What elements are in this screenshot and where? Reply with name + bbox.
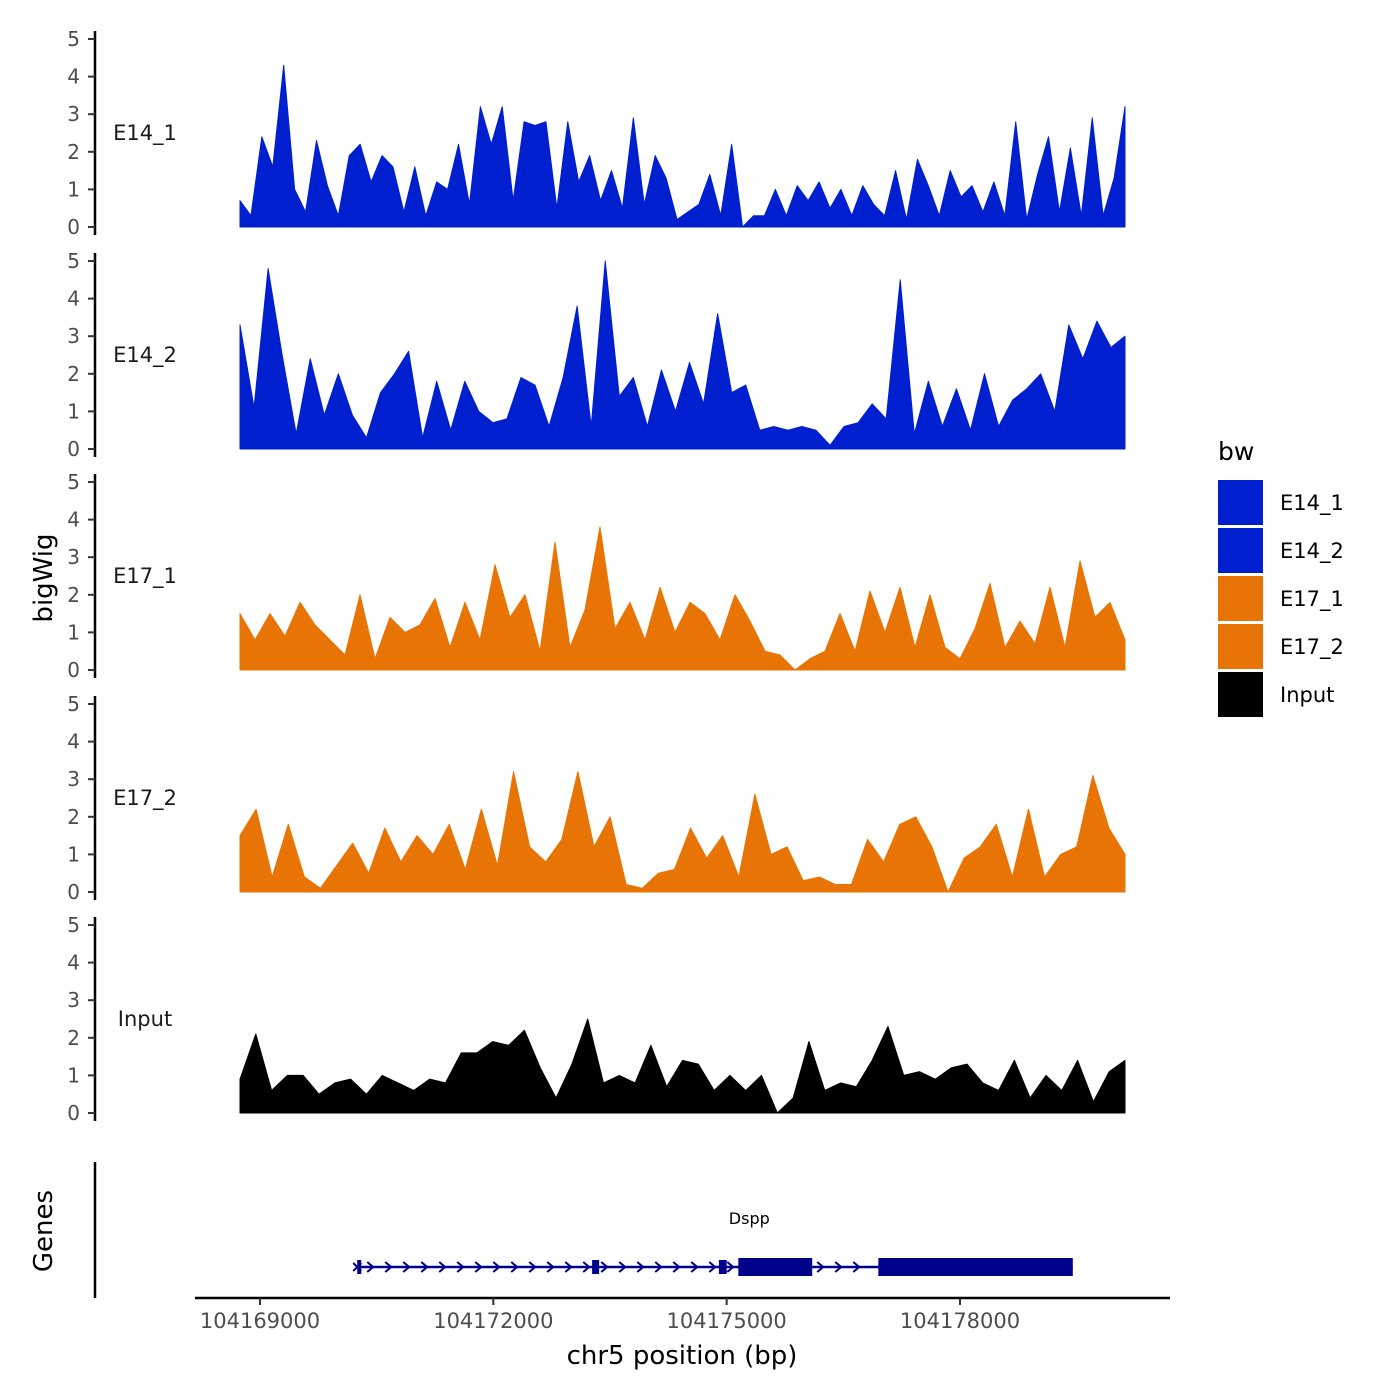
strand-arrow: [816, 1261, 825, 1273]
y-tick-label: 4: [67, 65, 80, 89]
y-tick-label: 3: [67, 988, 80, 1012]
strand-arrow: [438, 1261, 447, 1273]
y-tick-label: 3: [67, 102, 80, 126]
tracks-layer: 0 1 2 3 4 5 E14_1 0 1 2 3 4 5 E14_2 0 1 2 3 4 5 E17_1 0 1 2 3 4 5 E…: [67, 27, 1126, 1125]
area-E17_2: [239, 771, 1126, 893]
y-tick-label: 0: [67, 437, 80, 461]
track-label-E17_1: E17_1: [113, 564, 177, 589]
track-label-E14_2: E14_2: [113, 343, 177, 368]
gene-exon: [357, 1260, 362, 1274]
y-tick-label: 5: [67, 27, 80, 51]
y-tick-label: 3: [67, 545, 80, 569]
strand-arrow: [708, 1261, 717, 1273]
y-tick-label: 0: [67, 215, 80, 239]
legend-title: bw: [1218, 437, 1254, 466]
track-E17_1: 0 1 2 3 4 5 E17_1: [67, 470, 1126, 682]
y-tick-label: 2: [67, 805, 80, 829]
legend-label-E17_1: E17_1: [1280, 587, 1344, 612]
y-tick-label: 2: [67, 583, 80, 607]
legend-label-E14_1: E14_1: [1280, 491, 1344, 516]
strand-arrow: [690, 1261, 699, 1273]
y-tick-label: 1: [67, 620, 80, 644]
y-tick-label: 1: [67, 399, 80, 423]
gene-label: Dspp: [729, 1209, 770, 1228]
gene-exon: [718, 1260, 727, 1274]
legend-label-Input: Input: [1280, 683, 1334, 707]
x-tick-label: 104175000: [667, 1309, 787, 1333]
track-E14_2: 0 1 2 3 4 5 E14_2: [67, 249, 1126, 461]
strand-arrow: [456, 1261, 465, 1273]
gene-exon: [592, 1260, 600, 1274]
legend: bw E14_1 E14_2 E17_1 E17_2 Input: [1218, 437, 1344, 717]
y-tick-label: 3: [67, 324, 80, 348]
legend-label-E14_2: E14_2: [1280, 539, 1344, 564]
strand-arrow: [726, 1261, 735, 1273]
gene-Dspp: Dspp: [352, 1209, 1073, 1276]
strand-arrow: [600, 1261, 609, 1273]
strand-arrow: [492, 1261, 501, 1273]
strand-arrow: [474, 1261, 483, 1273]
area-E14_2: [239, 260, 1126, 450]
strand-arrow: [366, 1261, 375, 1273]
x-tick-label: 104169000: [200, 1309, 320, 1333]
y-tick-label: 4: [67, 287, 80, 311]
strand-arrow: [834, 1261, 843, 1273]
area-Input: [239, 1018, 1126, 1114]
legend-key-E14_1: [1218, 480, 1263, 525]
track-E17_2: 0 1 2 3 4 5 E17_2: [67, 692, 1126, 904]
y-tick-label: 0: [67, 880, 80, 904]
y-tick-label: 0: [67, 1101, 80, 1125]
x-tick-label: 104178000: [900, 1309, 1020, 1333]
gene-exon: [878, 1258, 1073, 1276]
track-label-Input: Input: [118, 1007, 172, 1031]
strand-arrow: [510, 1261, 519, 1273]
y-axis-title: bigWig: [29, 533, 59, 622]
strand-arrow: [852, 1261, 861, 1273]
x-axis-title: chr5 position (bp): [567, 1341, 798, 1371]
y-tick-label: 2: [67, 362, 80, 386]
y-tick-label: 2: [67, 140, 80, 164]
y-tick-label: 4: [67, 508, 80, 532]
legend-key-E17_2: [1218, 624, 1263, 669]
track-label-E14_1: E14_1: [113, 121, 177, 146]
strand-arrow: [384, 1261, 393, 1273]
strand-arrow: [564, 1261, 573, 1273]
track-Input: 0 1 2 3 4 5 Input: [67, 913, 1126, 1125]
y-tick-label: 5: [67, 913, 80, 937]
y-tick-label: 2: [67, 1026, 80, 1050]
legend-key-E14_2: [1218, 528, 1263, 573]
y-tick-label: 5: [67, 470, 80, 494]
strand-arrow: [618, 1261, 627, 1273]
x-tick-label: 104172000: [433, 1309, 553, 1333]
y-tick-label: 0: [67, 658, 80, 682]
genes-layer: Dspp: [93, 1162, 1073, 1298]
legend-label-E17_2: E17_2: [1280, 635, 1344, 660]
track-label-E17_2: E17_2: [113, 786, 177, 811]
y-tick-label: 1: [67, 1063, 80, 1087]
area-E17_1: [239, 526, 1126, 671]
legend-key-E17_1: [1218, 576, 1263, 621]
track-E14_1: 0 1 2 3 4 5 E14_1: [67, 27, 1126, 239]
strand-arrow: [582, 1261, 591, 1273]
area-E14_1: [239, 64, 1126, 228]
y-tick-label: 4: [67, 730, 80, 754]
legend-key-Input: [1218, 672, 1263, 717]
gene-exon: [738, 1258, 813, 1276]
strand-arrow: [654, 1261, 663, 1273]
y-tick-label: 5: [67, 249, 80, 273]
y-tick-label: 1: [67, 177, 80, 201]
strand-arrow: [672, 1261, 681, 1273]
y-tick-label: 4: [67, 951, 80, 975]
strand-arrow: [528, 1261, 537, 1273]
x-axis: 104169000 104172000 104175000 104178000: [195, 1296, 1170, 1333]
y-tick-label: 5: [67, 692, 80, 716]
strand-arrow: [546, 1261, 555, 1273]
strand-arrow: [636, 1261, 645, 1273]
y-tick-label: 3: [67, 767, 80, 791]
strand-arrow: [402, 1261, 411, 1273]
genes-axis-title: Genes: [29, 1190, 59, 1272]
strand-arrow: [420, 1261, 429, 1273]
y-tick-label: 1: [67, 842, 80, 866]
